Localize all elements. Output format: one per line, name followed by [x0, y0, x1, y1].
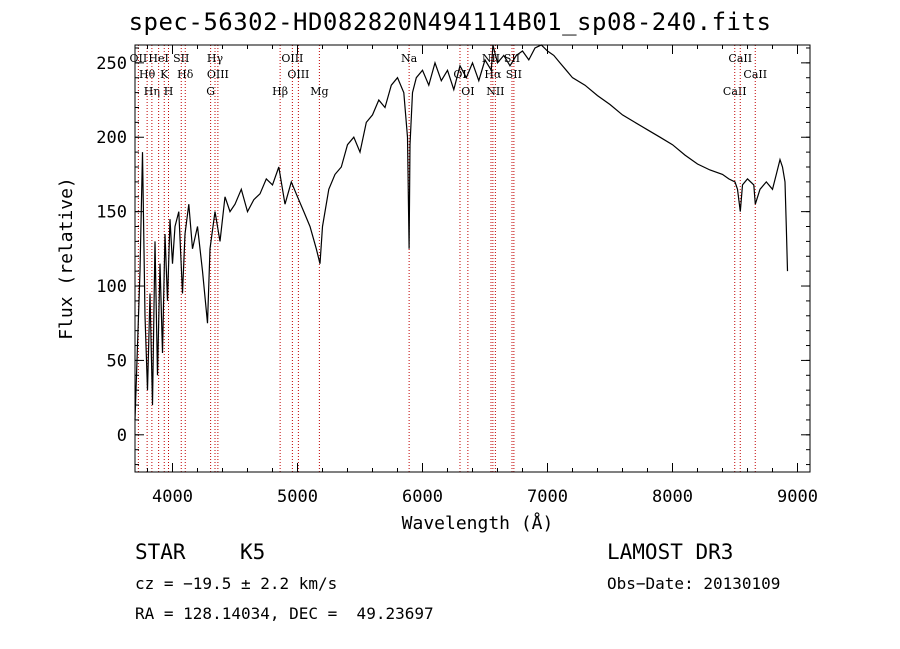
x-tick-label: 5000	[277, 487, 318, 507]
y-tick-label: 200	[96, 128, 127, 148]
spectrum-line	[134, 44, 789, 420]
x-tick-label: 8000	[652, 487, 693, 507]
line-marker-label: OIII	[281, 52, 303, 65]
line-marker-label: Hα	[484, 68, 502, 81]
line-marker-label: Hδ	[177, 68, 194, 81]
line-marker-label: OI	[461, 85, 474, 98]
y-tick-label: 150	[96, 203, 127, 223]
y-tick-label: 50	[107, 351, 127, 371]
y-axis-label: Flux (relative)	[56, 177, 77, 340]
line-marker-label: HeI	[148, 52, 168, 65]
line-marker-label: OIII	[287, 68, 309, 81]
obs-date: Obs−Date: 20130109	[607, 574, 781, 593]
line-marker-label: CaII	[743, 68, 767, 81]
line-marker-label: CaII	[728, 52, 752, 65]
redshift-readout: cz = −19.5 ± 2.2 km/s	[135, 574, 338, 593]
x-tick-label: 4000	[152, 487, 193, 507]
y-tick-label: 250	[96, 54, 127, 74]
line-marker-label: SII	[506, 68, 522, 81]
line-marker-label: Hη	[144, 85, 160, 98]
line-marker-label: Hβ	[272, 85, 288, 98]
line-marker-label: Mg	[310, 85, 328, 98]
line-marker-label: H	[164, 85, 174, 98]
y-tick-label: 100	[96, 277, 127, 297]
line-marker-label: Na	[401, 52, 418, 65]
object-class: STAR	[135, 540, 186, 564]
chart-title: spec-56302-HD082820N494114B01_sp08-240.f…	[128, 8, 772, 36]
line-marker-label: SII	[173, 52, 189, 65]
plot-frame	[134, 44, 811, 473]
x-tick-label: 6000	[402, 487, 443, 507]
coordinates: RA = 128.14034, DEC = 49.23697	[135, 604, 434, 623]
line-marker-label: NII	[486, 85, 504, 98]
x-tick-label: 7000	[527, 487, 568, 507]
object-subclass: K5	[240, 540, 266, 564]
x-tick-label: 9000	[777, 487, 818, 507]
y-tick-label: 0	[117, 426, 127, 446]
line-marker-label: OII	[130, 52, 148, 65]
line-marker-label: CaII	[723, 85, 747, 98]
x-axis-label: Wavelength (Å)	[402, 512, 554, 534]
survey-label: LAMOST DR3	[607, 540, 734, 564]
line-marker-label: G	[206, 85, 215, 98]
line-marker-label: Hγ	[207, 52, 224, 65]
line-marker-label: OIII	[207, 68, 229, 81]
line-marker-label: Hθ	[139, 68, 156, 81]
line-marker-label: K	[160, 68, 169, 81]
